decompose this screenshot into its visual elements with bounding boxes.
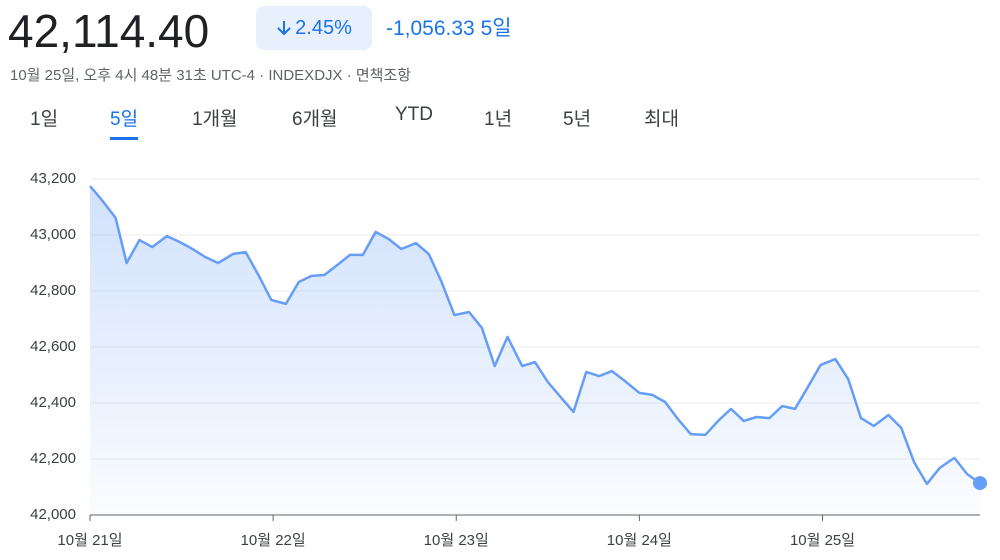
y-tick-label: 43,000 [30, 226, 76, 243]
period: 5일 [480, 17, 512, 40]
area-fill [90, 186, 980, 515]
y-tick-label: 42,800 [30, 282, 76, 299]
disclaimer[interactable]: 면책조항 [355, 67, 412, 84]
range-tab[interactable]: 1일 [30, 109, 59, 130]
change: -1,056.33 5일 [386, 12, 512, 42]
x-tick-label: 10월 25일 [790, 532, 855, 549]
x-tick-label: 10월 23일 [424, 532, 489, 549]
price: 42,114.40 [8, 5, 210, 57]
y-tick-label: 43,200 [30, 170, 76, 187]
y-tick-label: 42,600 [30, 338, 76, 355]
range-tab[interactable]: 5년 [563, 109, 592, 130]
timestamp: 10월 25일, 오후 4시 48분 31초 UTC-4 · INDEXDJX … [10, 67, 356, 84]
x-tick-label: 10월 22일 [241, 532, 306, 549]
range-tab[interactable]: 1년 [484, 109, 513, 130]
change-badge: 2.45% [256, 6, 372, 50]
change-value: -1,056.33 [386, 17, 475, 40]
range-tab[interactable]: 5일 [110, 104, 139, 140]
price-line [89, 185, 981, 486]
range-tab[interactable]: 최대 [644, 109, 679, 130]
meta: 10월 25일, 오후 4시 48분 31초 UTC-4 · INDEXDJX … [10, 64, 411, 85]
range-tab[interactable]: YTD [395, 104, 433, 125]
x-tick-label: 10월 24일 [607, 532, 672, 549]
down-arrow [277, 21, 291, 36]
chart: 42,000 42,200 42,400 42,600 42,800 43,000 43,2… [30, 170, 987, 549]
y-tick-label: 42,000 [30, 506, 76, 523]
x-tick-label: 10월 21일 [57, 532, 122, 549]
range-tab[interactable]: 1개월 [192, 109, 238, 130]
y-tick-label: 42,400 [30, 394, 76, 411]
last-point [973, 476, 987, 491]
change-percent: 2.45% [295, 16, 352, 39]
y-tick-label: 42,200 [30, 450, 76, 467]
range-tab[interactable]: 6개월 [292, 109, 338, 130]
